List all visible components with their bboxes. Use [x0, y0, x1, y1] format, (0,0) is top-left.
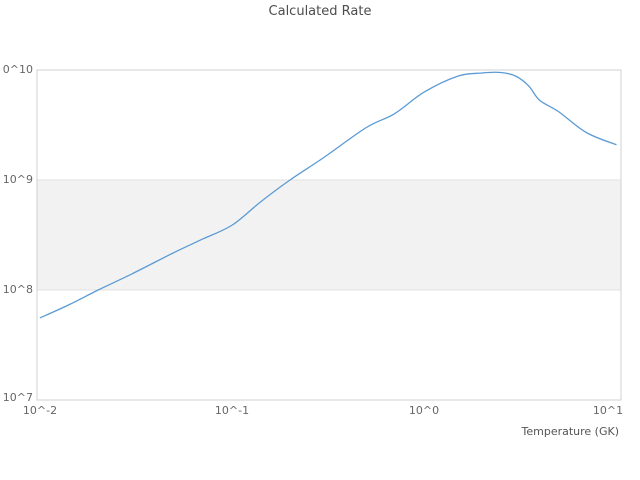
- y-tick-label-1e9: 10^9: [2, 173, 33, 186]
- x-tick-label-1e1: 10^1: [592, 404, 624, 417]
- y-tick-label-1e7: 10^7: [2, 391, 33, 404]
- plot-frame: [36, 69, 622, 401]
- rate-curve: [39, 71, 617, 319]
- y-tick-label-1e8: 10^8: [2, 283, 33, 296]
- y-tick-label-1e10: 0^10: [2, 63, 33, 76]
- x-tick-label-1e-1: 10^-1: [214, 404, 250, 417]
- chart-title: Calculated Rate: [268, 4, 372, 19]
- x-tick-label-1e0: 10^0: [408, 404, 440, 417]
- shaded-band-1e8-1e9: [37, 180, 621, 290]
- x-tick-label-1e-2: 10^-2: [22, 404, 58, 417]
- x-axis-title: Temperature (GK): [521, 425, 620, 438]
